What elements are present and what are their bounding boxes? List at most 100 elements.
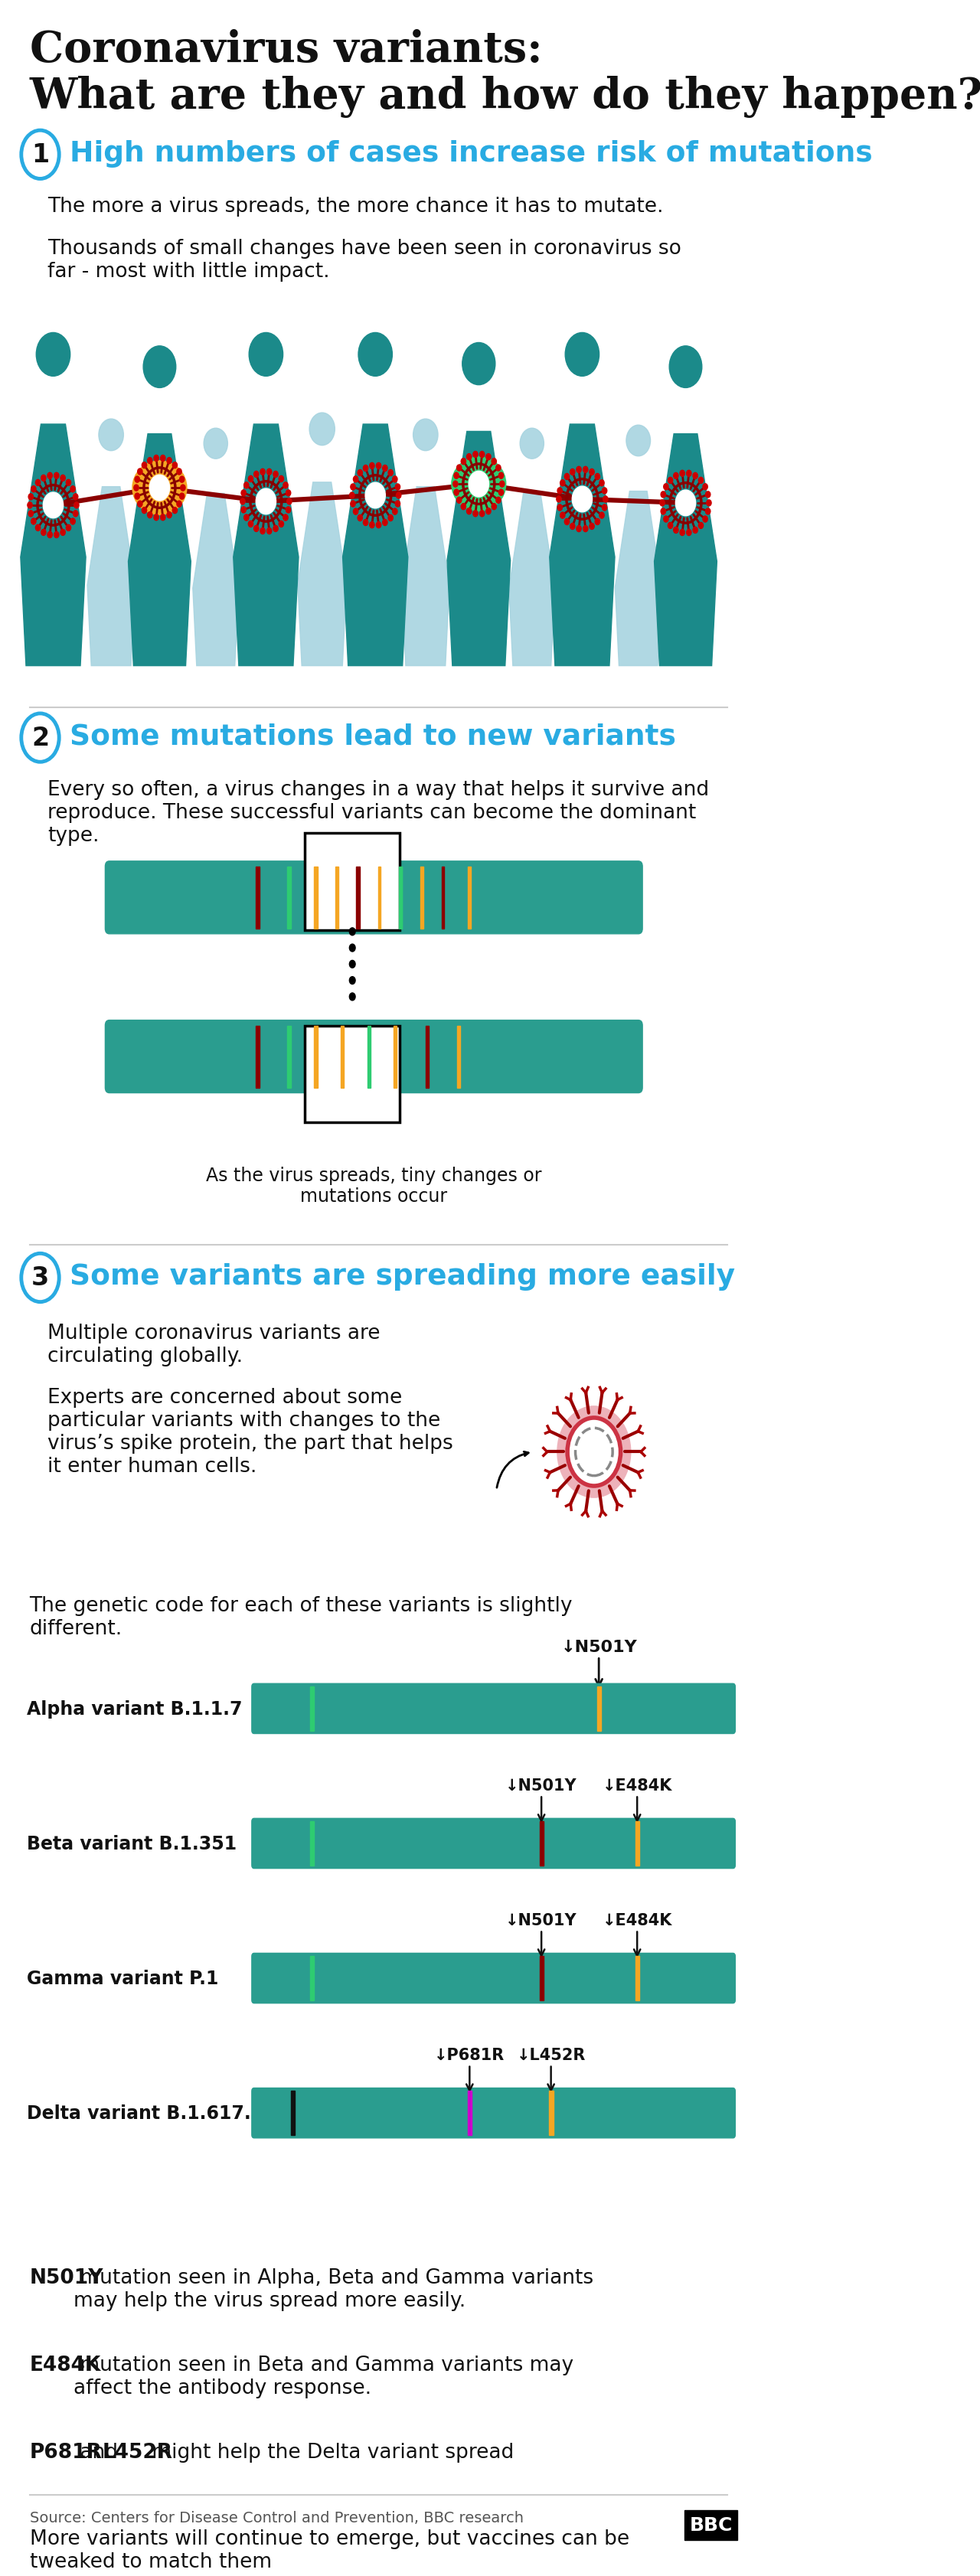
Circle shape (179, 477, 184, 484)
Text: ↓E484K: ↓E484K (602, 1777, 672, 1821)
Circle shape (351, 484, 356, 489)
Circle shape (468, 471, 489, 497)
Circle shape (557, 497, 562, 502)
FancyBboxPatch shape (252, 1953, 735, 2004)
Circle shape (286, 507, 291, 513)
Circle shape (350, 961, 356, 969)
Circle shape (661, 510, 665, 515)
Circle shape (396, 492, 401, 500)
Bar (368, 1025, 370, 1087)
Circle shape (395, 484, 400, 489)
Circle shape (287, 500, 292, 505)
Circle shape (279, 477, 283, 482)
Circle shape (180, 484, 185, 492)
Circle shape (142, 464, 147, 469)
Circle shape (673, 528, 678, 533)
Circle shape (172, 507, 177, 515)
Bar (425, 1025, 428, 1087)
Circle shape (660, 500, 664, 507)
Polygon shape (233, 425, 299, 667)
Circle shape (668, 523, 672, 528)
Circle shape (453, 482, 458, 487)
Circle shape (350, 994, 356, 1002)
Polygon shape (447, 433, 511, 667)
Polygon shape (87, 487, 135, 667)
Circle shape (286, 489, 291, 497)
Circle shape (693, 474, 698, 479)
Circle shape (176, 502, 181, 507)
Circle shape (353, 510, 358, 515)
Bar (684, 2509, 738, 2540)
Circle shape (583, 466, 588, 474)
Circle shape (473, 451, 478, 459)
Circle shape (461, 459, 465, 466)
Circle shape (27, 502, 32, 510)
Text: Experts are concerned about some
particular variants with changes to the
virus’s: Experts are concerned about some particu… (47, 1388, 453, 1476)
Circle shape (366, 484, 385, 510)
Circle shape (564, 520, 569, 526)
Circle shape (54, 533, 59, 538)
Circle shape (579, 1432, 609, 1471)
Polygon shape (550, 425, 614, 667)
Text: N501Y: N501Y (29, 2267, 104, 2287)
Circle shape (167, 459, 172, 464)
Circle shape (499, 489, 504, 497)
Circle shape (36, 332, 71, 376)
Circle shape (576, 466, 581, 474)
Bar (341, 1025, 344, 1087)
FancyBboxPatch shape (105, 860, 643, 935)
Circle shape (43, 492, 64, 518)
Circle shape (693, 528, 698, 533)
Circle shape (570, 523, 575, 531)
Circle shape (499, 474, 504, 479)
Circle shape (479, 451, 484, 459)
Circle shape (358, 515, 363, 520)
Circle shape (47, 533, 52, 538)
Circle shape (706, 492, 710, 497)
Circle shape (558, 489, 563, 495)
Text: Some variants are spreading more easily: Some variants are spreading more easily (70, 1262, 735, 1291)
Circle shape (273, 471, 278, 479)
Circle shape (256, 489, 276, 515)
Circle shape (699, 523, 704, 528)
Circle shape (558, 505, 563, 510)
Circle shape (35, 479, 40, 487)
Text: As the virus spreads, tiny changes or
mutations occur: As the virus spreads, tiny changes or mu… (206, 1167, 542, 1206)
Polygon shape (298, 482, 347, 667)
Circle shape (463, 343, 495, 386)
Circle shape (74, 502, 79, 510)
Polygon shape (509, 495, 555, 667)
Text: ↓N501Y: ↓N501Y (506, 1777, 577, 1821)
Bar (394, 1025, 397, 1087)
Circle shape (492, 459, 497, 466)
Circle shape (376, 523, 381, 528)
Circle shape (74, 510, 78, 518)
Text: might help the Delta variant spread: might help the Delta variant spread (145, 2442, 514, 2463)
Circle shape (369, 523, 374, 528)
Circle shape (675, 489, 696, 515)
Circle shape (565, 332, 599, 376)
Bar (256, 1025, 260, 1087)
Bar (287, 1025, 291, 1087)
Circle shape (350, 492, 355, 500)
Circle shape (28, 510, 33, 518)
Bar (305, 835, 400, 930)
Bar (314, 868, 318, 930)
Circle shape (663, 484, 668, 489)
Text: ↓E484K: ↓E484K (602, 1911, 672, 1955)
Polygon shape (615, 492, 662, 667)
Circle shape (673, 474, 678, 479)
Circle shape (350, 976, 356, 984)
Bar (635, 1955, 640, 2002)
Bar (341, 1025, 344, 1087)
Circle shape (570, 469, 575, 477)
Bar (378, 868, 381, 930)
Bar (287, 868, 291, 930)
Circle shape (41, 531, 46, 536)
Text: Delta variant B.1.617.2: Delta variant B.1.617.2 (26, 2105, 264, 2123)
Circle shape (350, 945, 356, 953)
Circle shape (244, 515, 249, 520)
Circle shape (31, 518, 36, 526)
Text: Thousands of small changes have been seen in coronavirus so
far - most with litt: Thousands of small changes have been see… (47, 240, 681, 281)
Bar (368, 1025, 370, 1087)
